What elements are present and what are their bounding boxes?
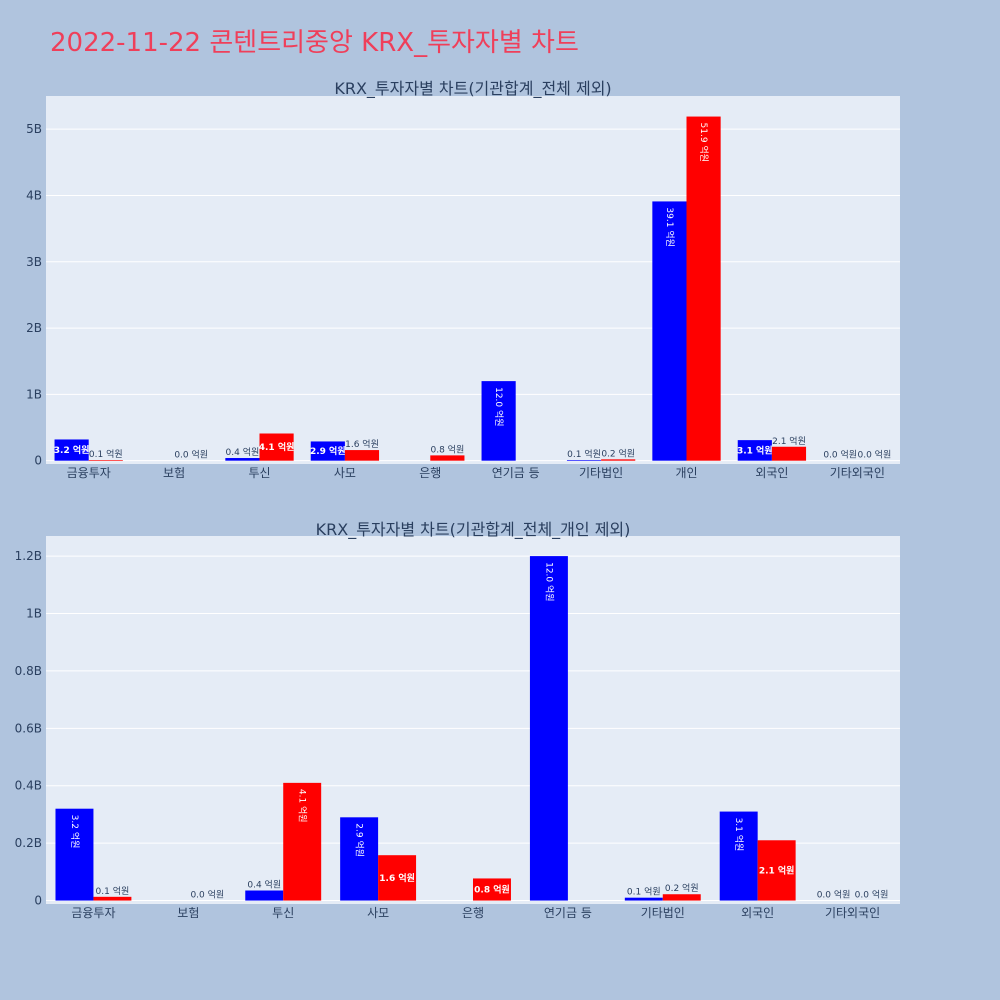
buy-bar [529, 556, 568, 901]
buy-bar [719, 811, 758, 901]
data-label: 0.0 억원 [190, 889, 224, 901]
data-label: 2.1 억원 [772, 435, 806, 447]
page-title: 2022-11-22 콘텐트리중앙 KRX_투자자별 차트 [50, 28, 579, 58]
sell-bar [344, 450, 380, 461]
sell-bar [662, 894, 701, 901]
buy-bar [54, 439, 89, 461]
data-label: 0.0 억원 [174, 449, 208, 461]
sell-bar [88, 460, 123, 461]
buy-bar [310, 441, 345, 461]
y-tick-label: 5B [26, 122, 42, 136]
buy-bar [481, 381, 516, 461]
y-tick-label: 1B [26, 387, 42, 401]
y-tick-label: 2B [26, 321, 42, 335]
x-tick-label: 기타외국인 [825, 906, 880, 920]
y-tick-label: 0 [34, 454, 42, 468]
data-label: 0.8 억원 [474, 884, 510, 896]
data-label: 2.1 억원 [759, 864, 795, 876]
chart-title: KRX_투자자별 차트(기관합계_전체_개인 제외) [316, 520, 631, 540]
x-tick-label: 연기금 등 [544, 906, 592, 920]
y-tick-label: 4B [26, 188, 42, 202]
x-tick-label: 금융투자 [71, 906, 115, 920]
data-label: 4.1 억원 [297, 789, 309, 823]
buy-bar [225, 458, 260, 461]
sell-bar [93, 896, 132, 901]
x-tick-label: 사모 [367, 906, 389, 920]
x-tick-label: 사모 [334, 466, 356, 480]
sell-bar [686, 116, 721, 461]
x-tick-label: 외국인 [755, 466, 788, 480]
x-tick-label: 은행 [419, 465, 441, 480]
data-label: 0.4 억원 [247, 879, 281, 891]
data-label: 39.1 억원 [664, 207, 676, 246]
plot-area [46, 96, 900, 464]
y-tick-label: 1.2B [15, 549, 42, 563]
data-label: 0.4 억원 [226, 446, 260, 458]
data-label: 0.0 억원 [817, 889, 851, 901]
buy-bar [652, 201, 687, 461]
sell-bar [601, 459, 636, 461]
x-tick-label: 기타법인 [579, 466, 623, 480]
buy-bar [340, 817, 379, 901]
x-tick-label: 기타외국인 [830, 466, 885, 480]
buy-bar [737, 440, 772, 461]
data-label: 0.0 억원 [823, 449, 857, 461]
data-label: 0.1 억원 [567, 448, 601, 460]
y-tick-label: 0.4B [15, 779, 42, 793]
buy-bar [624, 897, 663, 901]
data-label: 0.8 억원 [431, 443, 465, 455]
chart-1: 0 1B 2B 3B 4B 5B KRX_투자자별 차트(기관합계_전체 제외) 금융투자 3.… [26, 79, 900, 480]
buy-bar [55, 808, 94, 901]
data-label: 1.6 억원 [345, 438, 379, 450]
data-label: 12.0 억원 [543, 562, 555, 601]
x-tick-label: 기타법인 [641, 906, 685, 920]
sell-bar [757, 840, 796, 901]
x-tick-label: 금융투자 [67, 466, 111, 480]
y-tick-label: 0 [34, 894, 42, 908]
data-label: 1.6 억원 [379, 872, 415, 884]
y-tick-label: 0.8B [15, 664, 42, 678]
sell-bar [430, 455, 465, 461]
data-label: 0.1 억원 [96, 885, 130, 897]
data-label: 4.1 억원 [259, 441, 295, 453]
data-label: 0.2 억원 [665, 882, 699, 894]
data-label: 0.1 억원 [89, 448, 123, 460]
y-tick-label: 0.6B [15, 721, 42, 735]
chart-title: KRX_투자자별 차트(기관합계_전체 제외) [334, 79, 611, 99]
y-tick-label: 1B [26, 607, 42, 621]
data-label: 0.0 억원 [855, 889, 889, 901]
x-tick-label: 개인 [675, 466, 697, 480]
sell-bar [259, 433, 294, 461]
x-tick-label: 보험 [177, 906, 199, 920]
data-label: 0.0 억원 [858, 449, 892, 461]
y-tick-label: 0.2B [15, 836, 42, 850]
sell-bar [378, 855, 417, 901]
data-label: 2.9 억원 [354, 823, 366, 857]
data-label: 3.1 억원 [733, 818, 745, 852]
data-label: 3.2 억원 [54, 444, 90, 456]
x-tick-label: 연기금 등 [492, 466, 540, 480]
sell-bar [473, 878, 511, 901]
buy-bar [245, 890, 284, 901]
data-label: 0.2 억원 [601, 447, 635, 459]
data-label: 2.9 억원 [310, 445, 346, 457]
data-label: 12.0 억원 [493, 387, 505, 426]
x-tick-label: 투신 [248, 466, 270, 480]
data-label: 51.9 억원 [698, 123, 710, 162]
data-label: 3.1 억원 [737, 444, 773, 456]
chart-2: 0 0.2B 0.4B 0.6B 0.8B 1B 1.2B KRX_투자자별 차트(기관합계_… [15, 520, 900, 920]
data-label: 0.1 억원 [627, 886, 661, 898]
x-tick-label: 외국인 [741, 906, 774, 920]
x-tick-label: 보험 [163, 466, 185, 480]
x-tick-label: 투신 [272, 906, 294, 920]
y-tick-label: 3B [26, 255, 42, 269]
sell-bar [771, 446, 807, 461]
data-label: 3.2 억원 [69, 815, 81, 849]
buy-bar [566, 460, 602, 461]
x-tick-label: 은행 [462, 905, 484, 920]
sell-bar [283, 782, 322, 901]
